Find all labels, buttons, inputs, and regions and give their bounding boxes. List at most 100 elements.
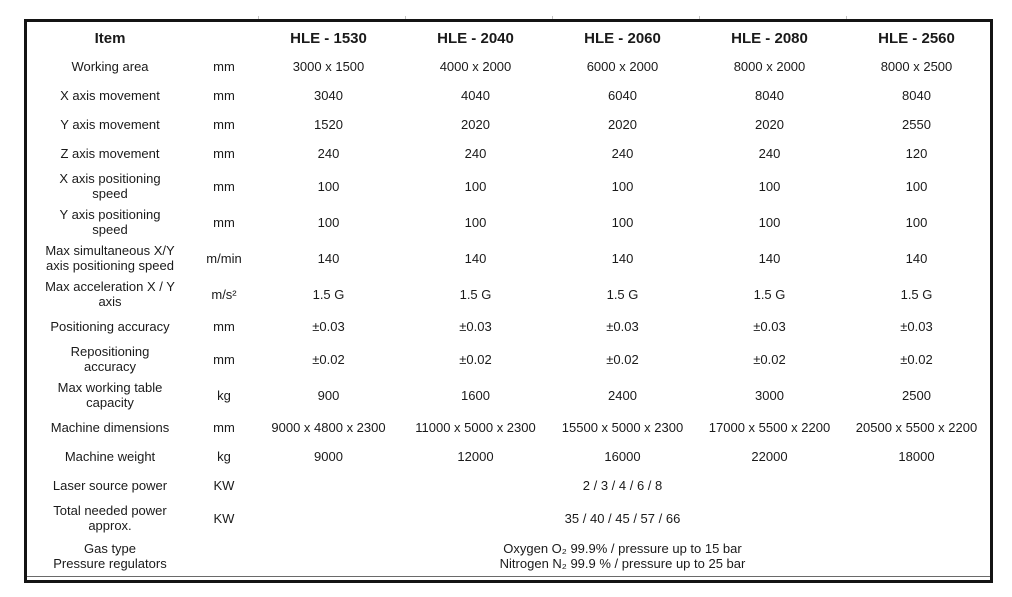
value-cell: 3000 x 1500: [292, 59, 365, 74]
value-cell: 100: [611, 214, 634, 230]
value-cell: 6000 x 2000: [586, 59, 659, 74]
value-cell: 4040: [461, 88, 490, 103]
item-cell: Total needed power approx.: [53, 503, 167, 533]
unit-cell: mm: [213, 420, 235, 435]
merged-value-cell: Oxygen O₂ 99.9% / pressure up to 15 bar …: [255, 536, 990, 577]
spec-table-body: Working area mm 3000 x 1500 4000 x 2000 6000…: [27, 52, 990, 577]
spec-table-header: Item HLE - 1530 HLE - 2040 HLE - 2060 HL…: [27, 22, 990, 52]
value-cell: 12000: [457, 449, 494, 464]
value-cell: 100: [758, 214, 781, 230]
item-cell: Repositioning accuracy: [70, 344, 150, 374]
spec-table-container: Item HLE - 1530 HLE - 2040 HLE - 2060 HL…: [24, 16, 993, 583]
column-tick: [405, 16, 406, 19]
model-column-header: HLE - 2080: [731, 29, 808, 47]
value-cell: 100: [758, 178, 781, 194]
table-row: X axis movement mm 3040 4040 6040 8040 8040: [27, 81, 990, 110]
value-cell: 15500 x 5000 x 2300: [561, 420, 684, 435]
item-cell: Y axis movement: [60, 117, 160, 132]
table-row: Repositioning accuracy mm ±0.02 ±0.02 ±0.02 ±…: [27, 341, 990, 377]
unit-cell: mm: [213, 59, 235, 74]
model-column-header: HLE - 2040: [437, 29, 514, 47]
item-cell: Machine weight: [64, 449, 156, 464]
value-cell: 1.5 G: [312, 286, 345, 302]
table-row: Y axis positioning speed mm 100 100 100 100 10…: [27, 204, 990, 240]
value-cell: 2020: [608, 117, 637, 132]
value-cell: 120: [905, 146, 928, 161]
value-cell: ±0.02: [606, 351, 639, 367]
item-cell: Max acceleration X / Y axis: [45, 279, 175, 309]
unit-cell: mm: [213, 214, 235, 230]
value-cell: 8040: [902, 88, 931, 103]
value-cell: 4000 x 2000: [439, 59, 512, 74]
value-cell: 18000: [898, 449, 935, 464]
unit-column-header: [193, 22, 255, 52]
value-cell: 1600: [461, 387, 490, 403]
unit-cell: mm: [213, 117, 235, 132]
value-cell: ±0.03: [606, 319, 639, 334]
column-tick: [699, 16, 700, 19]
value-cell: 1.5 G: [753, 286, 786, 302]
value-cell: ±0.02: [900, 351, 933, 367]
table-row: Machine weight kg 9000 12000 16000 22000 18000: [27, 442, 990, 471]
table-row: Total needed power approx. KW 35 / 40 / 45…: [27, 500, 990, 536]
value-cell: 6040: [608, 88, 637, 103]
value-cell: ±0.03: [900, 319, 933, 334]
value-cell: ±0.03: [753, 319, 786, 334]
value-cell: 1.5 G: [459, 286, 492, 302]
item-cell: Max working table capacity: [57, 380, 163, 410]
item-cell: Gas type Pressure regulators: [27, 536, 193, 577]
unit-cell: KW: [213, 510, 235, 526]
value-cell: 140: [611, 250, 634, 266]
item-cell: Max simultaneous X/Y axis positioning sp…: [45, 243, 175, 273]
value-cell: 2020: [755, 117, 784, 132]
value-cell: 17000 x 5500 x 2200: [708, 420, 831, 435]
value-cell: 100: [905, 214, 928, 230]
value-cell: 1520: [314, 117, 343, 132]
value-cell: 9000: [314, 449, 343, 464]
value-cell: 140: [905, 250, 928, 266]
table-row: Working area mm 3000 x 1500 4000 x 2000 6000…: [27, 52, 990, 81]
value-cell: 900: [317, 387, 340, 403]
item-cell: Positioning accuracy: [50, 319, 170, 334]
item-cell: Machine dimensions: [50, 420, 170, 435]
value-cell: 240: [317, 146, 340, 161]
column-tick: [258, 16, 259, 19]
table-row: Machine dimensions mm 9000 x 4800 x 2300 11…: [27, 413, 990, 442]
value-cell: ±0.02: [753, 351, 786, 367]
value-cell: 22000: [751, 449, 788, 464]
value-cell: 20500 x 5500 x 2200: [855, 420, 978, 435]
value-cell: 140: [317, 250, 340, 266]
unit-cell: m/min: [206, 250, 242, 266]
merged-value-cell: 35 / 40 / 45 / 57 / 66: [564, 510, 681, 526]
header-row: Item HLE - 1530 HLE - 2040 HLE - 2060 HL…: [27, 22, 990, 52]
value-cell: ±0.02: [459, 351, 492, 367]
value-cell: 3000: [755, 387, 784, 403]
value-cell: 100: [905, 178, 928, 194]
value-cell: 2400: [608, 387, 637, 403]
value-cell: 2500: [902, 387, 931, 403]
spec-table: Item HLE - 1530 HLE - 2040 HLE - 2060 HL…: [27, 22, 990, 577]
unit-cell: mm: [213, 178, 235, 194]
value-cell: 100: [611, 178, 634, 194]
value-cell: 2550: [902, 117, 931, 132]
value-cell: 3040: [314, 88, 343, 103]
unit-cell: mm: [213, 146, 235, 161]
model-column-header: HLE - 2560: [878, 29, 955, 47]
value-cell: 2020: [461, 117, 490, 132]
value-cell: 100: [317, 214, 340, 230]
table-row: X axis positioning speed mm 100 100 100 100 10…: [27, 168, 990, 204]
unit-cell: kg: [217, 449, 231, 464]
column-tick: [846, 16, 847, 19]
value-cell: 240: [464, 146, 487, 161]
unit-cell: mm: [213, 351, 235, 367]
value-cell: 240: [611, 146, 634, 161]
value-cell: 140: [758, 250, 781, 266]
value-cell: ±0.02: [312, 351, 345, 367]
item-cell: Working area: [71, 59, 149, 74]
item-cell: X axis movement: [60, 88, 160, 103]
value-cell: 1.5 G: [606, 286, 639, 302]
value-cell: 1.5 G: [900, 286, 933, 302]
value-cell: 16000: [604, 449, 641, 464]
table-row: Max working table capacity kg 900 1600 2400 3…: [27, 377, 990, 413]
